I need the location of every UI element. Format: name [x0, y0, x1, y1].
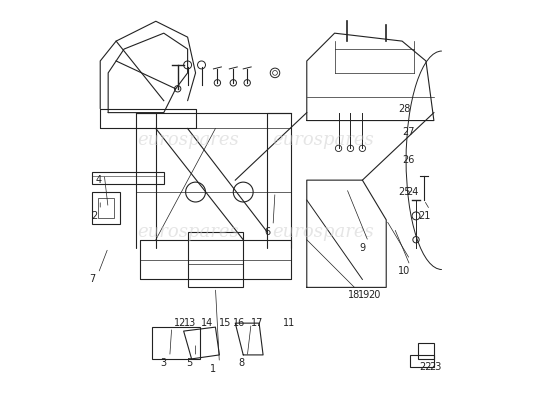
Text: 26: 26	[402, 155, 414, 165]
Text: 23: 23	[430, 362, 442, 372]
Text: 7: 7	[89, 274, 95, 284]
Text: 1: 1	[210, 364, 217, 374]
Text: 11: 11	[283, 318, 295, 328]
Text: eurospares: eurospares	[272, 132, 373, 150]
Text: 22: 22	[420, 362, 432, 372]
Text: eurospares: eurospares	[272, 223, 373, 241]
Text: 17: 17	[251, 318, 263, 328]
Text: 28: 28	[398, 104, 410, 114]
Text: 4: 4	[95, 175, 101, 185]
Text: 24: 24	[406, 187, 418, 197]
Text: 16: 16	[233, 318, 245, 328]
Text: 2: 2	[91, 211, 97, 221]
Text: 19: 19	[358, 290, 371, 300]
Text: 12: 12	[173, 318, 186, 328]
Text: 10: 10	[398, 266, 410, 276]
Text: 13: 13	[184, 318, 196, 328]
Text: 20: 20	[368, 290, 381, 300]
Text: eurospares: eurospares	[137, 223, 239, 241]
Text: 14: 14	[201, 318, 213, 328]
Text: 9: 9	[359, 243, 365, 253]
Text: 18: 18	[348, 290, 361, 300]
Text: 6: 6	[264, 227, 270, 237]
Text: 25: 25	[398, 187, 410, 197]
Text: 3: 3	[161, 358, 167, 368]
Text: 8: 8	[238, 358, 244, 368]
Text: 5: 5	[186, 358, 192, 368]
Text: 21: 21	[418, 211, 430, 221]
Text: 15: 15	[219, 318, 232, 328]
Text: 27: 27	[402, 128, 414, 138]
Text: eurospares: eurospares	[137, 132, 239, 150]
